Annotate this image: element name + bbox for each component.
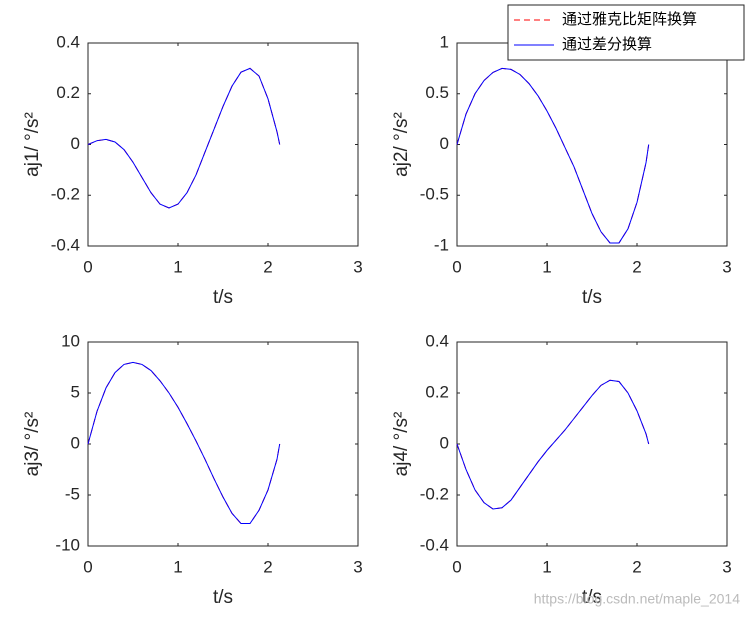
data-line [87,67,281,209]
x-tick-label: 0 [83,257,92,276]
y-tick-label: 0 [71,433,80,452]
x-tick-label: 0 [452,257,461,276]
y-tick-label: 0 [440,134,449,153]
x-tick-label: 2 [263,557,272,576]
axes-box [87,42,359,247]
y-tick-label: -0.4 [420,535,449,554]
y-axis-label: aj3/ °/s² [22,412,43,477]
y-tick-label: -5 [65,484,80,503]
x-axis-label: t/s [213,587,233,608]
x-tick-label: 3 [353,557,362,576]
y-tick-label: 5 [71,382,80,401]
y-tick-label: 0.2 [425,382,449,401]
axes-box [456,42,728,247]
y-tick-label: 0.4 [425,331,449,350]
y-tick-label: -0.2 [420,484,449,503]
y-tick-label: 0.2 [56,83,80,102]
legend-label: 通过雅克比矩阵换算 [562,10,697,28]
x-tick-label: 2 [263,257,272,276]
data-line [456,379,650,510]
y-tick-label: -1 [434,235,449,254]
y-tick-label: 0.5 [425,83,449,102]
y-tick-label: -10 [55,535,80,554]
y-tick-label: 10 [61,331,80,350]
x-tick-label: 0 [452,557,461,576]
x-tick-label: 3 [353,257,362,276]
data-line [456,67,650,244]
data-line [87,361,281,525]
y-axis-label: aj1/ °/s² [22,112,43,177]
y-tick-label: -0.5 [420,185,449,204]
x-tick-label: 0 [83,557,92,576]
y-axis-label: aj2/ °/s² [391,112,412,177]
x-tick-label: 1 [173,557,182,576]
x-axis-label: t/s [582,287,602,308]
x-axis-label: t/s [213,287,233,308]
y-tick-label: -0.2 [51,185,80,204]
y-tick-label: 0 [71,134,80,153]
x-tick-label: 2 [632,557,641,576]
axes-box [87,341,359,547]
x-tick-label: 1 [542,557,551,576]
watermark: https://blog.csdn.net/maple_2014 [534,591,740,607]
x-tick-label: 1 [173,257,182,276]
y-tick-label: -0.4 [51,235,80,254]
axes-box [456,341,728,547]
legend-label: 通过差分换算 [562,35,652,53]
x-axis-label: t/s [582,587,602,608]
x-tick-label: 3 [722,557,731,576]
x-tick-label: 2 [632,257,641,276]
y-tick-label: 1 [440,32,449,51]
y-tick-label: 0.4 [56,32,80,51]
y-tick-label: 0 [440,433,449,452]
x-tick-label: 1 [542,257,551,276]
legend-box [507,4,745,61]
x-tick-label: 3 [722,257,731,276]
y-axis-label: aj4/ °/s² [391,412,412,477]
